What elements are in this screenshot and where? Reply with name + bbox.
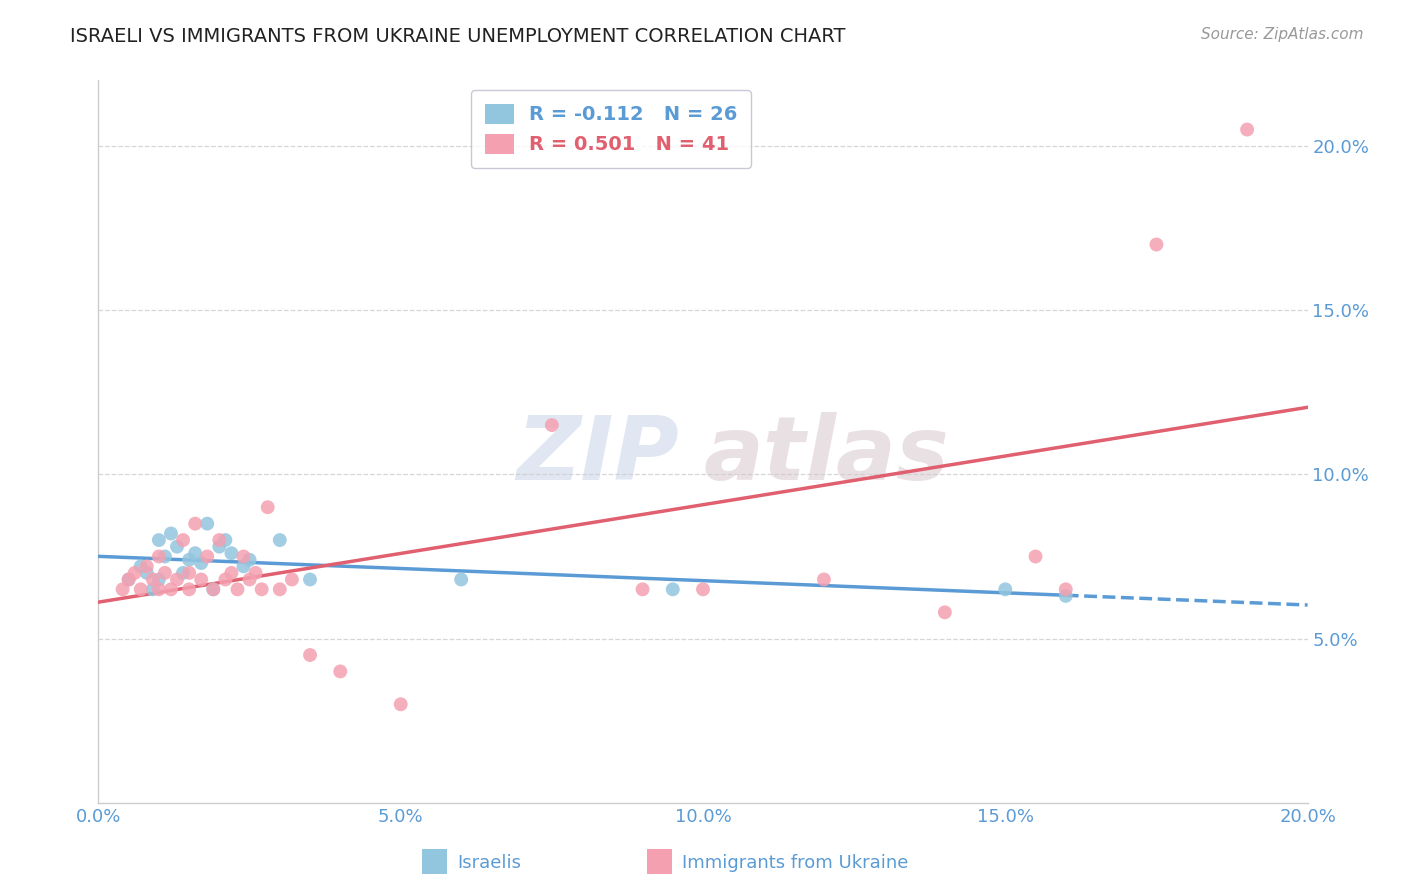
Point	[232, 559, 254, 574]
Point	[160, 582, 183, 597]
Text: ISRAELI VS IMMIGRANTS FROM UKRAINE UNEMPLOYMENT CORRELATION CHART: ISRAELI VS IMMIGRANTS FROM UKRAINE UNEMP…	[70, 27, 846, 45]
Point	[299, 648, 322, 662]
Legend: R = -0.112   N = 26, R = 0.501   N = 41: R = -0.112 N = 26, R = 0.501 N = 41	[471, 90, 751, 168]
Point	[190, 556, 212, 570]
Text: Source: ZipAtlas.com: Source: ZipAtlas.com	[1201, 27, 1364, 42]
Point	[129, 582, 152, 597]
Point	[172, 566, 194, 580]
Point	[540, 418, 562, 433]
Point	[148, 549, 170, 564]
Point	[256, 500, 278, 515]
Point	[124, 566, 146, 580]
Point	[208, 533, 231, 547]
Point	[142, 582, 165, 597]
Text: atlas: atlas	[703, 412, 949, 500]
Point	[118, 573, 141, 587]
Point	[190, 573, 212, 587]
Point	[142, 573, 165, 587]
Point	[111, 582, 134, 597]
Point	[450, 573, 472, 587]
Point	[148, 573, 170, 587]
Point	[1024, 549, 1046, 564]
Point	[202, 582, 225, 597]
Point	[813, 573, 835, 587]
Point	[202, 582, 225, 597]
Point	[299, 573, 322, 587]
Point	[135, 566, 157, 580]
Point	[214, 573, 236, 587]
Point	[195, 549, 218, 564]
Point	[166, 573, 188, 587]
Point	[1144, 237, 1167, 252]
Point	[214, 533, 236, 547]
Point	[118, 573, 141, 587]
Point	[269, 582, 291, 597]
Point	[148, 582, 170, 597]
Point	[661, 582, 683, 597]
Point	[160, 526, 183, 541]
Point	[148, 533, 170, 547]
Point	[153, 549, 176, 564]
Point	[226, 582, 249, 597]
Point	[239, 573, 262, 587]
Point	[221, 566, 243, 580]
Point	[221, 546, 243, 560]
Point	[329, 665, 352, 679]
Point	[692, 582, 714, 597]
Point	[281, 573, 304, 587]
Point	[153, 566, 176, 580]
Point	[184, 516, 207, 531]
Text: Israelis: Israelis	[457, 854, 522, 871]
Point	[934, 605, 956, 619]
Point	[172, 533, 194, 547]
Point	[166, 540, 188, 554]
Point	[389, 698, 412, 712]
Point	[1054, 582, 1077, 597]
Point	[184, 546, 207, 560]
Point	[129, 559, 152, 574]
Point	[1236, 122, 1258, 136]
Point	[250, 582, 273, 597]
Text: Immigrants from Ukraine: Immigrants from Ukraine	[682, 854, 908, 871]
Point	[245, 566, 267, 580]
Point	[179, 566, 201, 580]
Point	[195, 516, 218, 531]
Point	[179, 553, 201, 567]
Point	[179, 582, 201, 597]
Point	[994, 582, 1017, 597]
Text: ZIP: ZIP	[516, 412, 679, 500]
Point	[232, 549, 254, 564]
Point	[1054, 589, 1077, 603]
Point	[135, 559, 157, 574]
Point	[208, 540, 231, 554]
Point	[631, 582, 654, 597]
Point	[269, 533, 291, 547]
Point	[239, 553, 262, 567]
